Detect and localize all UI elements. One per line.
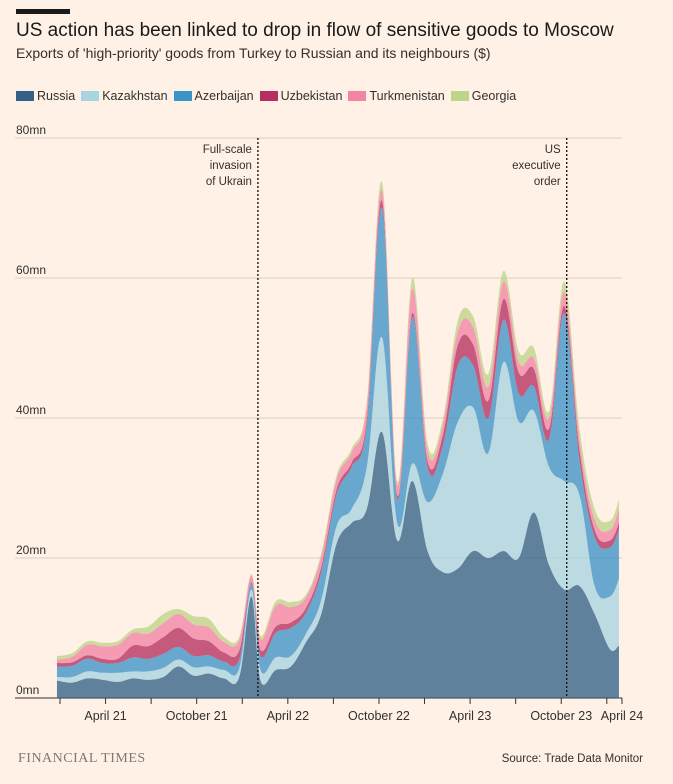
brand-logo: FINANCIAL TIMES	[18, 751, 146, 766]
annotation-text: US	[545, 144, 561, 156]
x-tick-label: April 21	[84, 709, 126, 723]
legend-swatch	[16, 91, 34, 101]
legend-item-turkmenistan: Turkmenistan	[348, 89, 445, 103]
x-tick-label: April 22	[267, 709, 309, 723]
legend-item-georgia: Georgia	[450, 89, 517, 103]
y-tick-label: 0mn	[16, 683, 39, 697]
annotation-text: of Ukrain	[206, 176, 252, 188]
y-tick-label: 60mn	[16, 263, 46, 277]
legend-item-uzbekistan: Uzbekistan	[259, 89, 343, 103]
legend-swatch	[81, 91, 100, 101]
x-tick-label: October 22	[348, 709, 410, 723]
legend-label: Uzbekistan	[280, 89, 343, 103]
annotation-text: executive	[512, 160, 561, 172]
chart-legend: Russia Kazakhstan Azerbaijan Uzbekistan Turk…	[16, 89, 522, 103]
chart-title: US action has been linked to drop in flo…	[16, 20, 614, 41]
legend-swatch	[450, 91, 469, 101]
legend-item-kazakhstan: Kazakhstan	[81, 89, 168, 103]
x-tick-label: October 21	[166, 709, 228, 723]
y-tick-label: 40mn	[16, 403, 46, 417]
ft-accent-bar	[16, 9, 70, 14]
legend-label: Azerbaijan	[194, 89, 254, 103]
legend-label: Georgia	[471, 89, 517, 103]
legend-swatch	[348, 91, 367, 101]
legend-item-azerbaijan: Azerbaijan	[173, 89, 254, 103]
x-tick-label: April 24	[601, 709, 643, 723]
area-series-kazakhstan	[56, 336, 619, 685]
stacked-area-chart: 0mn 20mn 40mn 60mn 80mn April 21 October 21 Apr…	[15, 123, 643, 723]
chart-subtitle: Exports of 'high-priority' goods from Tu…	[16, 45, 491, 61]
y-tick-label: 20mn	[16, 543, 46, 557]
legend-label: Turkmenistan	[369, 89, 445, 103]
legend-swatch	[173, 91, 192, 101]
legend-label: Kazakhstan	[102, 89, 168, 103]
x-tick-label: April 23	[449, 709, 491, 723]
source-note: Source: Trade Data Monitor	[501, 753, 643, 765]
area-series-russia	[56, 431, 619, 698]
annotation-text: Full-scale	[203, 144, 252, 156]
annotation-text: order	[534, 176, 561, 188]
annotation-text: invasion	[210, 160, 252, 172]
legend-item-russia: Russia	[16, 89, 75, 103]
legend-swatch	[259, 91, 278, 101]
x-tick-label: October 23	[530, 709, 592, 723]
y-tick-label: 80mn	[16, 123, 46, 137]
legend-label: Russia	[37, 89, 76, 103]
